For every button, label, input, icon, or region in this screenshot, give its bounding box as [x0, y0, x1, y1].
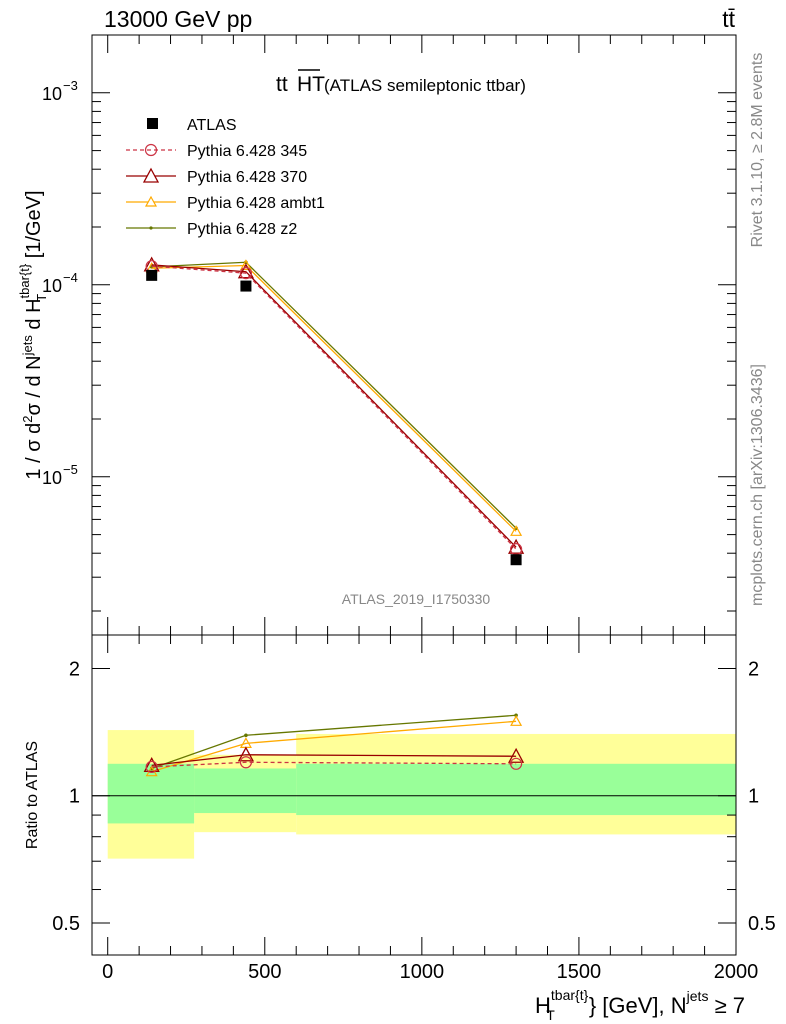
series-line-p370 — [151, 264, 517, 548]
main-panel: 10−310−410−5 tt HT (ATLAS semileptonic t… — [17, 34, 737, 636]
marker-ambt1 — [510, 525, 523, 536]
ratio-y-tick-label-right: 2 — [748, 658, 759, 680]
title-main: tt — [276, 73, 288, 96]
legend-entry-atlas: ATLAS — [147, 117, 237, 134]
legend-entry-p370: Pythia 6.428 370 — [126, 167, 307, 186]
series-line-z2 — [151, 261, 517, 529]
ratio-y-tick-label: 0.5 — [52, 913, 80, 935]
legend-label-ambt1: Pythia 6.428 ambt1 — [187, 195, 325, 212]
legend-label-p370: Pythia 6.428 370 — [187, 169, 307, 186]
marker-ambt1 — [510, 715, 523, 726]
ratio-band-inner — [194, 768, 297, 814]
x-tick-label: 500 — [248, 961, 281, 983]
marker-z2 — [244, 733, 248, 738]
marker-p370 — [143, 756, 160, 772]
main-plot-content — [143, 256, 525, 566]
x-axis-label: Htbar{t} T} [GeV], Njets ≥ 7 — [535, 987, 745, 1023]
ratio-y-tick-label: 2 — [69, 658, 80, 680]
ratio-ticks: 2 2 1 1 0.5 0.5 0 500 1000 1500 2000 — [52, 635, 776, 983]
analysis-watermark: ATLAS_2019_I1750330 — [342, 591, 491, 607]
process-label: tt̄ — [722, 6, 735, 32]
main-y-tick-exponent: −5 — [63, 462, 78, 477]
ratio-y-tick-label-right: 0.5 — [748, 913, 776, 935]
ratio-panel: 2 2 1 1 0.5 0.5 0 500 1000 1500 2000 Ratio to ATLA… — [24, 634, 776, 1023]
main-ticks: 10−310−410−5 — [42, 34, 737, 635]
series-line-p345 — [151, 761, 517, 768]
legend-marker-p345 — [144, 143, 158, 157]
main-y-tick-label: 10 — [42, 84, 62, 104]
legend-marker-ambt1 — [144, 195, 158, 207]
marker-p345 — [509, 757, 523, 770]
marker-p370 — [508, 747, 525, 763]
mcplots-label: mcplots.cern.ch [arXiv:1306.3436] — [749, 364, 766, 606]
legend-entry-ambt1: Pythia 6.428 ambt1 — [126, 195, 325, 212]
x-tick-label: 2000 — [714, 961, 759, 983]
ratio-y-axis-label: Ratio to ATLAS — [24, 741, 41, 849]
marker-ambt1 — [239, 259, 252, 271]
x-tick-label: 1500 — [557, 961, 602, 983]
x-tick-label: 1000 — [400, 961, 445, 983]
rivet-version-label: Rivet 3.1.10, ≥ 2.8M events — [749, 53, 766, 248]
legend-entry-p345: Pythia 6.428 345 — [126, 143, 307, 160]
main-y-tick-exponent: −3 — [63, 78, 78, 93]
legend-label-p345: Pythia 6.428 345 — [187, 143, 307, 160]
legend-marker-atlas — [147, 118, 158, 129]
legend-marker-z2 — [149, 226, 153, 230]
x-tick-label: 0 — [102, 961, 113, 983]
ratio-band-inner — [296, 763, 736, 816]
marker-atlas — [146, 269, 158, 281]
main-y-tick-exponent: −4 — [63, 270, 78, 285]
title-bar: HT — [297, 73, 325, 96]
ratio-band-inner — [107, 763, 195, 824]
series-line-p345 — [151, 265, 517, 550]
legend-label-z2: Pythia 6.428 z2 — [187, 221, 297, 238]
plot-title: tt HT (ATLAS semileptonic ttbar) — [276, 69, 526, 96]
legend-entry-z2: Pythia 6.428 z2 — [126, 221, 297, 238]
ratio-y-tick-label: 1 — [69, 786, 80, 808]
legend-marker-p370 — [142, 167, 160, 183]
main-y-tick-label: 10 — [42, 276, 62, 296]
main-y-tick-label: 10 — [42, 468, 62, 488]
marker-atlas — [510, 554, 522, 566]
marker-p370 — [508, 538, 525, 554]
marker-atlas — [240, 280, 252, 292]
ratio-plot-content — [92, 713, 736, 859]
legend: ATLAS Pythia 6.428 345 Pythia 6.428 370 … — [126, 117, 325, 238]
main-y-axis-label-text: 1 / σ d2σ / d Njets d Htbar{t} T [1/GeV] — [17, 190, 49, 479]
energy-label: 13000 GeV pp — [104, 6, 252, 32]
legend-label-atlas: ATLAS — [187, 117, 237, 134]
marker-p345 — [239, 756, 253, 769]
marker-p370 — [237, 746, 255, 762]
main-y-axis-label: 1 / σ d2σ / d Njets d Htbar{t} T [1/GeV] — [17, 190, 49, 479]
marker-p345 — [239, 267, 253, 280]
marker-p370 — [237, 263, 255, 279]
marker-p345 — [145, 760, 158, 774]
series-line-p370 — [151, 754, 517, 766]
ratio-frame — [91, 634, 737, 956]
ratio-y-tick-label-right: 1 — [748, 786, 759, 808]
title-rest: (ATLAS semileptonic ttbar) — [324, 76, 526, 95]
